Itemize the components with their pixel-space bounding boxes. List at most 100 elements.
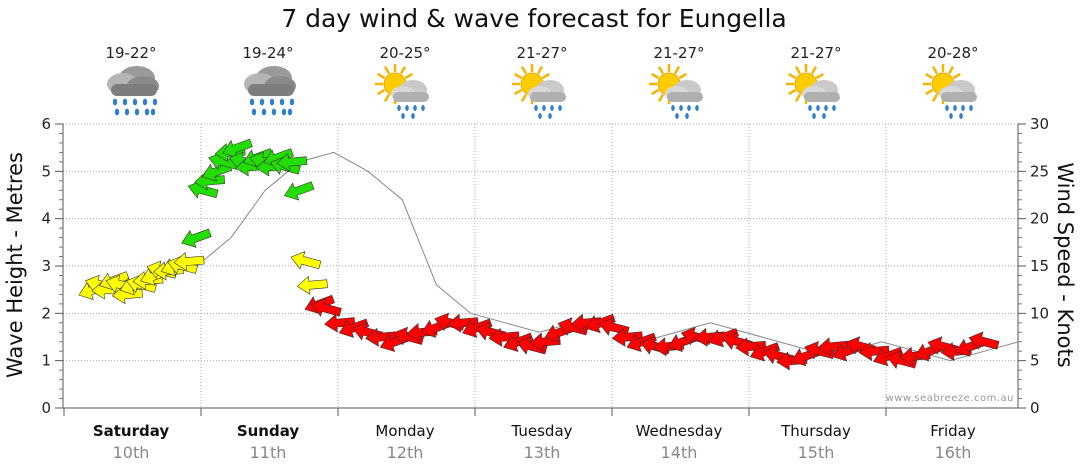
rain-drop: [949, 113, 953, 119]
rain-drop: [961, 105, 965, 111]
day-date: 14th: [661, 443, 698, 462]
wind-arrow: [735, 337, 767, 357]
wind-arrow: [858, 341, 890, 362]
sun-ray: [810, 66, 818, 75]
rain-drop: [945, 105, 949, 111]
sun-ray: [657, 93, 665, 102]
wind-arrow-shape: [557, 317, 589, 336]
sun-ray: [399, 66, 407, 75]
sun-ray: [925, 72, 934, 80]
sun-cloud-rain-icon: [375, 64, 429, 119]
heavy-rain-icon: [244, 66, 296, 116]
day-date: 13th: [524, 443, 561, 462]
day-name: Sunday: [237, 422, 300, 440]
y-tick-label: 6: [41, 115, 51, 133]
sun-ray: [788, 88, 797, 96]
wind-arrow-shape: [173, 252, 205, 272]
y-axis-title: Wave Height - Metres: [3, 152, 27, 378]
rain-drop: [542, 105, 546, 111]
wind-arrow: [886, 350, 918, 369]
y-tick-label: 4: [41, 210, 51, 228]
x-axis-labels: Saturday 10th Sunday 11th Monday 12th Tuesday 1…: [93, 422, 976, 462]
rain-drop: [249, 98, 255, 106]
rain-drop: [397, 105, 401, 111]
sun-ray: [377, 72, 386, 80]
rain-drop: [150, 108, 156, 116]
wind-arrow: [310, 298, 342, 317]
rain-drop: [548, 113, 552, 119]
wind-arrow: [290, 251, 322, 270]
y-tick-label: 1: [41, 352, 51, 370]
day-temperature: 20-25°: [379, 44, 430, 62]
wind-arrow: [296, 275, 328, 295]
rain-drop: [112, 98, 118, 106]
y2-tick-label: 30: [1030, 115, 1049, 133]
day-name: Wednesday: [636, 422, 723, 440]
day-date: 15th: [798, 443, 835, 462]
sun-ray: [794, 93, 802, 102]
day-date: 10th: [113, 443, 150, 462]
rain-drop: [558, 105, 562, 111]
y2-tick-label: 10: [1030, 304, 1049, 322]
rain-drop: [421, 105, 425, 111]
rain-drop: [411, 113, 415, 119]
day-date: 12th: [387, 443, 424, 462]
y2-tick-label: 25: [1030, 162, 1049, 180]
rain-drop: [832, 105, 836, 111]
rain-drop: [261, 108, 267, 116]
day-name: Tuesday: [510, 422, 572, 440]
sun-ray: [657, 66, 665, 75]
sun-ray: [925, 88, 934, 96]
sun-ray: [651, 88, 660, 96]
sun-cloud-rain-icon: [649, 64, 703, 119]
cloud-base: [667, 92, 703, 102]
rain-drop: [271, 108, 277, 116]
wind-arrow-shape: [324, 313, 356, 333]
sun-ray: [520, 66, 528, 75]
right-axis: 0 5 10 15 20 25 30: [1018, 115, 1049, 417]
sun-ray: [383, 93, 391, 102]
wind-arrow: [283, 181, 315, 201]
rain-drop: [259, 98, 265, 106]
sun-ray: [788, 72, 797, 80]
rain-drop: [534, 105, 538, 111]
sun-ray: [673, 66, 681, 75]
cloud-base: [804, 92, 840, 102]
wind-arrow-shape: [181, 228, 212, 248]
day-name: Monday: [375, 422, 434, 440]
wind-arrow: [557, 317, 589, 336]
day-temperature: 20-28°: [927, 44, 978, 62]
rain-drop: [287, 108, 293, 116]
rain-drop: [281, 108, 287, 116]
rain-drop: [695, 105, 699, 111]
rain-drop: [687, 105, 691, 111]
wind-arrow: [276, 152, 308, 172]
rain-drop: [675, 113, 679, 119]
rain-drop: [679, 105, 683, 111]
rain-drop: [812, 113, 816, 119]
day-name: Saturday: [93, 422, 170, 440]
sun-ray: [536, 66, 544, 75]
plot-area: [62, 123, 1019, 416]
cloud-base: [941, 92, 977, 102]
rain-drop: [144, 108, 150, 116]
sun-ray: [520, 93, 528, 102]
sun-ray: [947, 66, 955, 75]
rain-drop: [413, 105, 417, 111]
day-date: 11th: [250, 443, 287, 462]
wind-arrow: [488, 327, 520, 347]
cloud-base: [111, 84, 157, 96]
wind-arrow: [173, 252, 205, 272]
sun-ray: [514, 88, 523, 96]
rain-drop: [959, 113, 963, 119]
rain-drop: [685, 113, 689, 119]
day-date: 16th: [935, 443, 972, 462]
y-tick-label: 5: [41, 162, 51, 180]
sun-ray: [514, 72, 523, 80]
y2-tick-label: 5: [1030, 352, 1040, 370]
cloud-base: [248, 84, 294, 96]
sun-cloud-rain-icon: [512, 64, 566, 119]
sun-ray: [952, 72, 961, 80]
cloud-base: [530, 92, 566, 102]
